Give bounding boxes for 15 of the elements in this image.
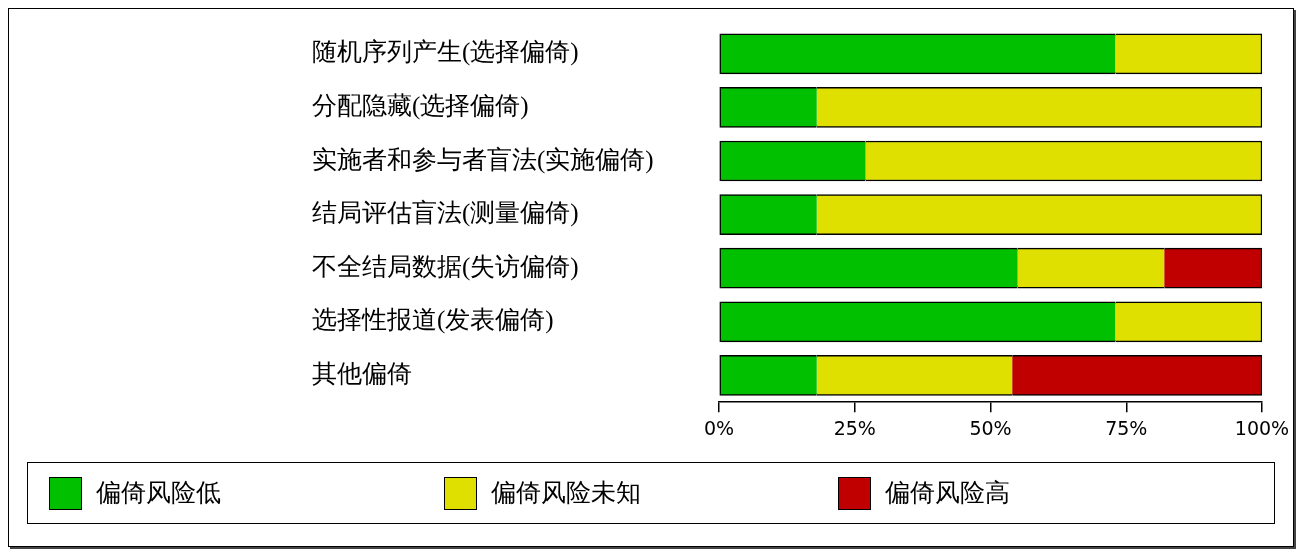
y-tick-label: 分配隐藏(选择偏倚) — [312, 91, 529, 120]
legend-label: 偏倚风险未知 — [490, 478, 641, 508]
y-tick-label: 随机序列产生(选择偏倚) — [312, 38, 579, 67]
x-tick-label: 0% — [703, 416, 735, 439]
x-tick-label: 75% — [1105, 416, 1148, 439]
y-tick-label: 实施者和参与者盲法(实施偏倚) — [312, 145, 654, 174]
x-tick-label: 100% — [1234, 416, 1290, 439]
x-tick-label: 25% — [833, 416, 876, 439]
y-tick-label: 结局评估盲法(测量偏倚) — [312, 199, 579, 228]
legend-label: 偏倚风险高 — [885, 478, 1011, 508]
y-tick-label: 不全结局数据(失访偏倚) — [312, 252, 579, 281]
y-tick-label: 选择性报道(发表偏倚) — [312, 306, 554, 335]
x-tick-label: 50% — [969, 416, 1012, 439]
legend-label: 偏倚风险低 — [96, 478, 221, 508]
y-tick-label: 其他偏倚 — [312, 359, 412, 387]
